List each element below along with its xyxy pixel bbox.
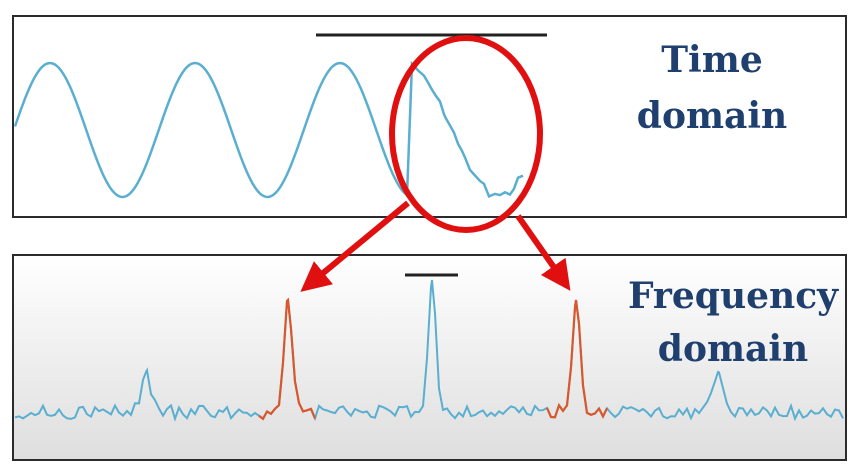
frequency-peak-right bbox=[545, 299, 608, 419]
arrow-to-left-peak bbox=[300, 200, 410, 292]
time-signal-waveform bbox=[13, 60, 524, 199]
time-domain-label-line2: domain bbox=[637, 95, 787, 137]
frequency-domain-label-line1: Frequency bbox=[628, 275, 839, 317]
time-domain-panel: Time domain bbox=[12, 15, 847, 218]
frequency-panel-frame bbox=[12, 254, 847, 461]
frequency-peak-left bbox=[258, 297, 317, 421]
frequency-spectrum bbox=[14, 279, 844, 422]
frequency-domain-panel: Frequency domain bbox=[12, 254, 847, 461]
arrow-to-right-peak bbox=[515, 214, 571, 291]
annotation-overlay bbox=[300, 35, 571, 292]
highlight-circle bbox=[389, 35, 543, 233]
frequency-domain-label-line2: domain bbox=[658, 328, 808, 370]
time-domain-label-line1: Time bbox=[661, 39, 762, 81]
